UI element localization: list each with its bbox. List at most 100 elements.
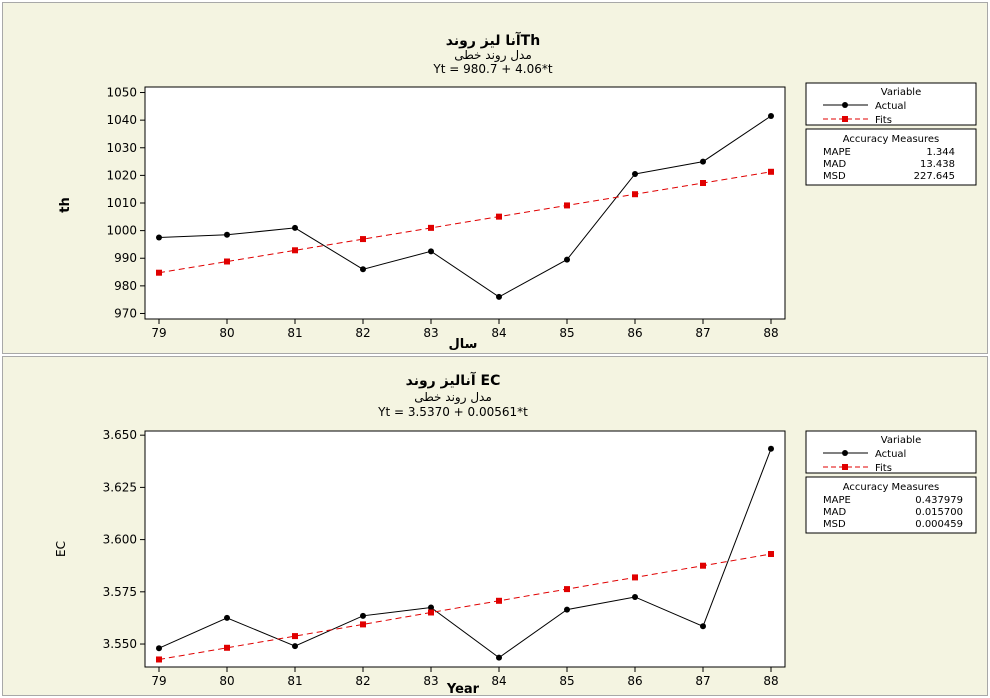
- data-point-fits: [428, 224, 434, 231]
- y-tick-label: 980: [114, 279, 137, 293]
- chart-subtitle: مدل روند خطی: [414, 390, 492, 405]
- data-point-fits: [292, 633, 298, 640]
- accuracy-title: Accuracy Measures: [843, 482, 940, 493]
- data-point-fits: [224, 644, 230, 651]
- x-tick-label: 85: [559, 674, 574, 688]
- data-point-fits: [224, 258, 230, 265]
- legend-fits-marker: [842, 464, 848, 470]
- legend-box: [805, 430, 977, 474]
- data-point-actual: [428, 604, 434, 611]
- data-point-fits: [496, 597, 502, 604]
- accuracy-msd-value: 0.000459: [915, 519, 963, 530]
- accuracy-box: [805, 476, 977, 534]
- x-axis: 79 80 81 82 83 84 85 86 87 88: [151, 319, 779, 340]
- accuracy-msd-value: 227.645: [914, 171, 955, 182]
- legend-fits-label: Fits: [875, 463, 892, 474]
- accuracy-mape-value: 1.344: [926, 147, 955, 158]
- data-point-actual: [156, 645, 162, 652]
- y-tick-label: 3.625: [103, 480, 137, 494]
- legend-actual-label: Actual: [875, 101, 906, 112]
- data-point-actual: [428, 248, 434, 255]
- series-line-fits: [158, 553, 772, 660]
- accuracy-mape-label: MAPE: [823, 495, 851, 506]
- data-point-fits: [428, 609, 434, 616]
- x-tick-label: 82: [355, 674, 370, 688]
- series-line-fits: [158, 171, 772, 274]
- chart-equation: Yt = 3.5370 + 0.00561*t: [377, 405, 528, 419]
- data-point-actual: [292, 643, 298, 650]
- data-point-actual: [768, 445, 774, 452]
- data-point-fits: [360, 236, 366, 243]
- data-point-fits: [564, 586, 570, 593]
- data-point-actual: [496, 654, 502, 661]
- accuracy-mad-value: 13.438: [920, 159, 955, 170]
- y-tick-label: 3.550: [103, 637, 137, 651]
- legend-actual-label: Actual: [875, 449, 906, 460]
- x-tick-label: 87: [695, 326, 710, 340]
- accuracy-msd-label: MSD: [823, 519, 846, 530]
- x-tick-label: 82: [355, 326, 370, 340]
- x-tick-label: 88: [763, 674, 778, 688]
- y-axis-label: EC: [54, 541, 68, 557]
- chart-svg-th: آنا لیز روندTh مدل روند خطی Yt = 980.7 +…: [58, 31, 977, 352]
- data-point-fits: [156, 656, 162, 663]
- x-tick-label: 79: [151, 674, 166, 688]
- x-tick-label: 81: [287, 326, 302, 340]
- data-point-actual: [768, 113, 774, 119]
- series-line-actual: [158, 448, 772, 659]
- chart-title: آنالیز روند EC: [406, 371, 501, 389]
- data-point-actual: [224, 231, 230, 238]
- data-point-actual: [292, 224, 298, 231]
- y-tick-label: 3.650: [103, 428, 137, 442]
- data-point-fits: [768, 168, 774, 175]
- y-tick-label: 1000: [106, 224, 137, 238]
- series-group: [156, 445, 774, 663]
- y-axis-label: th: [58, 197, 73, 212]
- accuracy-box: [805, 128, 977, 186]
- x-tick-label: 86: [627, 674, 642, 688]
- x-tick-label: 84: [491, 674, 506, 688]
- data-point-fits: [700, 180, 706, 187]
- x-tick-label: 86: [627, 326, 642, 340]
- data-point-actual: [632, 594, 638, 601]
- x-tick-label: 83: [423, 326, 438, 340]
- data-point-fits: [564, 202, 570, 209]
- data-point-actual: [700, 623, 706, 630]
- chart-panel-th: آنا لیز روندTh مدل روند خطی Yt = 980.7 +…: [2, 2, 988, 354]
- x-tick-label: 88: [763, 326, 778, 340]
- legend-box: [805, 82, 977, 126]
- plot-area: [144, 430, 786, 668]
- legend-fits-marker: [842, 116, 848, 122]
- data-point-fits: [700, 562, 706, 569]
- y-tick-label: 3.575: [103, 585, 137, 599]
- accuracy-mape-label: MAPE: [823, 147, 851, 158]
- data-point-actual: [632, 171, 638, 177]
- data-point-actual: [564, 606, 570, 613]
- plot-area: [144, 86, 786, 320]
- y-axis: 3.550 3.575 3.600 3.625 3.650: [103, 428, 145, 651]
- accuracy-mad-label: MAD: [823, 507, 846, 518]
- accuracy-mad-value: 0.015700: [915, 507, 963, 518]
- data-point-actual: [360, 266, 366, 273]
- y-tick-label: 1030: [106, 141, 137, 155]
- x-tick-label: 81: [287, 674, 302, 688]
- x-tick-label: 87: [695, 674, 710, 688]
- legend-title: Variable: [881, 435, 922, 446]
- data-point-actual: [700, 158, 706, 165]
- y-tick-label: 1050: [106, 86, 137, 100]
- x-axis-label: سال: [449, 337, 478, 352]
- y-tick-label: 970: [114, 306, 137, 320]
- data-point-fits: [292, 247, 298, 254]
- y-tick-label: 3.600: [103, 533, 137, 547]
- accuracy-title: Accuracy Measures: [843, 134, 940, 145]
- data-point-fits: [632, 574, 638, 581]
- legend-fits-label: Fits: [875, 115, 892, 126]
- accuracy-msd-label: MSD: [823, 171, 846, 182]
- series-group: [156, 113, 774, 300]
- chart-svg-ec: آنالیز روند EC مدل روند خطی Yt = 3.5370 …: [54, 371, 977, 697]
- legend-actual-marker: [842, 450, 848, 456]
- data-point-fits: [768, 551, 774, 558]
- data-point-actual: [496, 293, 502, 300]
- x-tick-label: 85: [559, 326, 574, 340]
- x-tick-label: 79: [151, 326, 166, 340]
